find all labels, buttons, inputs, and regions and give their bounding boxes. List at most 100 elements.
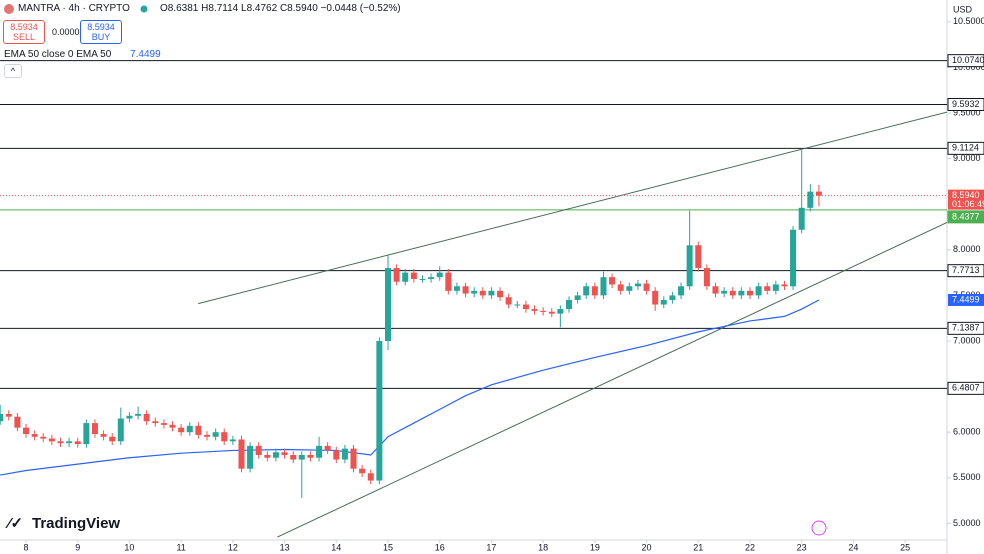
level-label-box <box>947 141 984 155</box>
candle-body <box>557 309 564 314</box>
candle-body <box>359 468 366 474</box>
trendline <box>198 111 947 305</box>
indicator-label: EMA 50 close 0 EMA 50 <box>4 49 112 60</box>
buy-button[interactable]: 8.5934 BUY <box>80 20 122 44</box>
y-tick-label: 5.0000 <box>953 518 981 528</box>
candle-body <box>626 286 633 291</box>
candle-body <box>5 413 12 417</box>
candle-body <box>229 439 236 442</box>
candle-body <box>341 448 348 460</box>
candle-body <box>23 427 30 435</box>
status-dot <box>140 5 148 13</box>
candle-body <box>548 311 555 314</box>
level-label: 10.0740 <box>952 55 984 65</box>
candle-body <box>634 283 641 287</box>
candle-body <box>117 418 124 442</box>
candle-body <box>290 455 297 460</box>
candle-body <box>14 416 21 428</box>
open: O8.6381 <box>160 3 199 14</box>
candle-body <box>272 452 279 458</box>
candle-body <box>583 286 590 296</box>
level-label-box <box>947 381 984 395</box>
candle-body <box>376 340 383 481</box>
currency: USD <box>953 4 973 14</box>
sell-price: 8.5934 <box>10 22 38 32</box>
collapse-button[interactable]: ^ <box>4 64 22 78</box>
trendline <box>277 221 947 538</box>
candle-body <box>660 299 667 305</box>
candle-body <box>781 284 788 287</box>
buy-label: BUY <box>91 32 111 42</box>
candle-body <box>445 272 452 291</box>
brand-logo: ⁄✓ <box>5 515 23 532</box>
y-tick-label: 5.5000 <box>953 472 981 482</box>
x-tick-label: 11 <box>176 542 185 552</box>
candle-body <box>57 441 64 444</box>
x-tick-label: 24 <box>848 542 858 552</box>
candle-body <box>91 423 98 435</box>
candle-body <box>462 286 469 294</box>
candle-body <box>669 295 676 300</box>
level-label: 9.1124 <box>952 143 979 153</box>
candle-body <box>126 415 133 419</box>
x-tick-label: 22 <box>745 542 755 552</box>
ema-label-box <box>948 293 984 306</box>
candle-body <box>764 286 771 291</box>
candle-body <box>738 290 745 296</box>
candle-body <box>324 445 331 451</box>
y-tick-label: 6.0000 <box>953 427 981 437</box>
candle-body <box>453 286 460 291</box>
candle-body <box>790 229 797 287</box>
alert-icon[interactable] <box>811 520 827 536</box>
candle-body <box>815 191 822 196</box>
change: −0.0448 (−0.52%) <box>320 3 401 14</box>
candle-body <box>143 413 150 422</box>
symbol: MANTRA · 4h · CRYPTO <box>18 3 130 14</box>
sell-button[interactable]: 8.5934 SELL <box>3 20 45 44</box>
candle-body <box>522 304 529 310</box>
candle-body <box>531 309 538 311</box>
candle-body <box>712 286 719 294</box>
candle-body <box>807 191 814 208</box>
candle-body <box>652 290 659 305</box>
candle-body <box>755 286 762 296</box>
close: C8.5940 <box>279 3 318 14</box>
candle-body <box>135 413 142 416</box>
candle-body <box>212 432 219 437</box>
x-tick-label: 10 <box>124 542 134 552</box>
candle-body <box>428 277 435 279</box>
candle-body <box>264 455 271 458</box>
candle-body <box>83 423 90 445</box>
level-label-box <box>947 54 984 68</box>
spread: 0.0000 <box>52 27 80 37</box>
level-label: 9.5932 <box>952 99 980 109</box>
candle-body <box>497 290 504 298</box>
candle-body <box>514 304 521 306</box>
candle-body <box>609 277 616 285</box>
x-tick-label: 14 <box>331 542 341 552</box>
last-price-label: 8.5940 <box>952 190 980 200</box>
buy-price: 8.5934 <box>87 22 115 32</box>
x-tick-label: 17 <box>486 542 496 552</box>
candle-body <box>384 268 391 341</box>
candle-body <box>678 286 685 296</box>
candle-body <box>48 438 55 442</box>
ema-label: 7.4499 <box>952 294 980 304</box>
x-tick-label: 16 <box>435 542 445 552</box>
candle-body <box>600 277 607 296</box>
candle-body <box>565 299 572 310</box>
indicator-value: 7.4499 <box>130 49 161 60</box>
x-tick-label: 13 <box>280 542 290 552</box>
level-label-box <box>947 97 984 111</box>
candle-body <box>488 290 495 296</box>
x-tick-label: 23 <box>797 542 807 552</box>
candle-body <box>221 432 228 442</box>
candle-body <box>798 207 805 230</box>
candle-body <box>591 286 598 296</box>
candle-body <box>479 290 486 296</box>
candle-body <box>40 436 47 439</box>
level-label: 6.4807 <box>952 383 980 393</box>
x-tick-label: 8 <box>24 542 29 552</box>
